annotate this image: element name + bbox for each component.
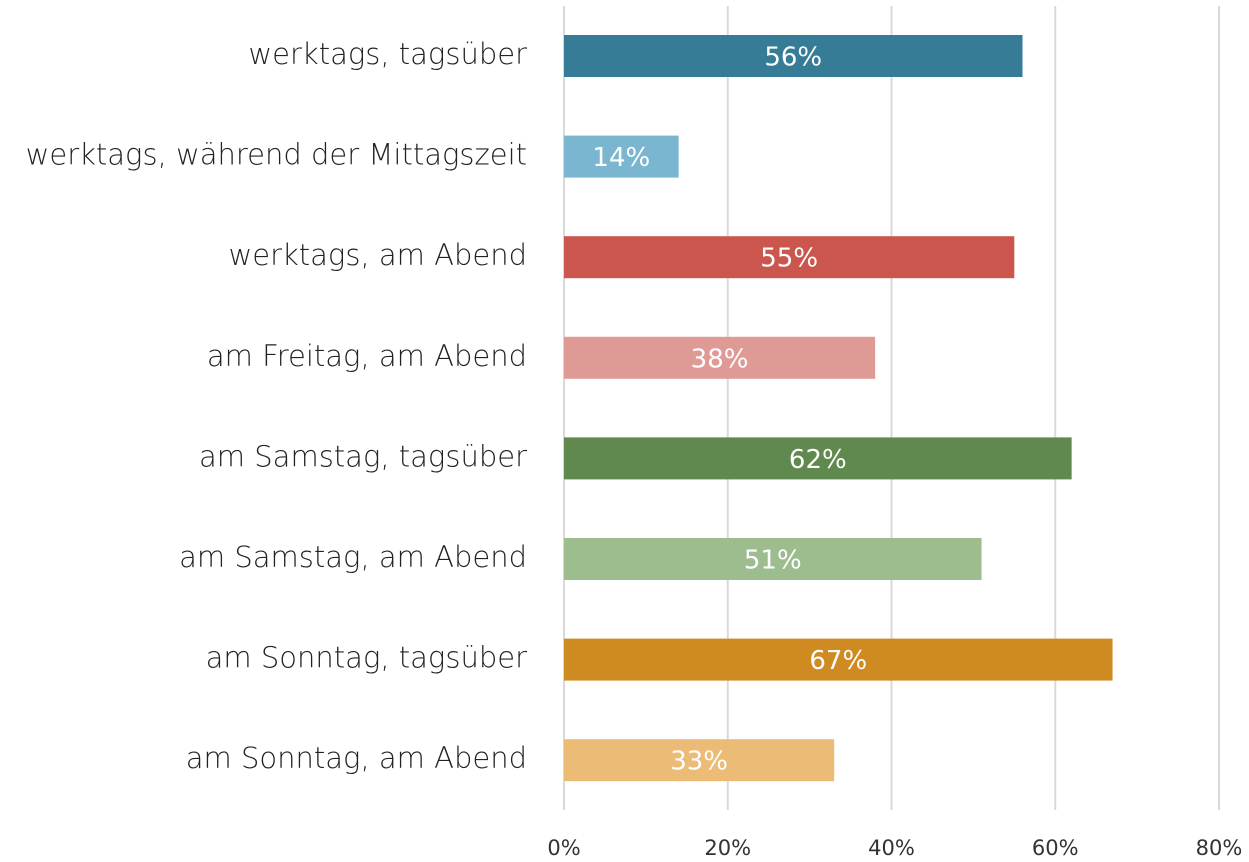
bar	[564, 35, 1023, 77]
x-tick-label: 20%	[704, 836, 751, 860]
data-label: 51%	[744, 546, 802, 576]
data-label: 67%	[809, 646, 867, 676]
bar	[564, 336, 876, 379]
y-tick-label: am Freitag, am Abend	[207, 339, 527, 373]
x-tick-label: 40%	[868, 836, 915, 860]
x-tick-label: 80%	[1196, 836, 1243, 860]
bar	[564, 538, 982, 580]
x-tick-label: 60%	[1032, 836, 1079, 860]
data-label: 33%	[670, 747, 728, 777]
y-tick-label: am Samstag, am Abend	[179, 540, 527, 574]
y-tick-label: am Samstag, tagsüber	[199, 439, 527, 473]
bar	[564, 135, 679, 178]
bar	[564, 739, 835, 782]
bar	[564, 638, 1113, 681]
data-label: 62%	[789, 445, 847, 475]
y-tick-label: werktags, tagsüber	[248, 37, 527, 71]
y-tick-label: am Sonntag, am Abend	[186, 741, 527, 775]
x-tick-label: 0%	[547, 836, 580, 860]
y-tick-label: am Sonntag, tagsüber	[206, 641, 527, 675]
bar	[564, 236, 1015, 279]
data-label: 55%	[760, 244, 818, 274]
y-tick-label: werktags, am Abend	[229, 238, 527, 272]
data-label: 38%	[691, 344, 749, 374]
bar	[564, 437, 1072, 480]
y-tick-label: werktags, während der Mittagszeit	[26, 138, 527, 172]
data-label: 56%	[764, 43, 822, 73]
data-label: 14%	[592, 143, 650, 173]
